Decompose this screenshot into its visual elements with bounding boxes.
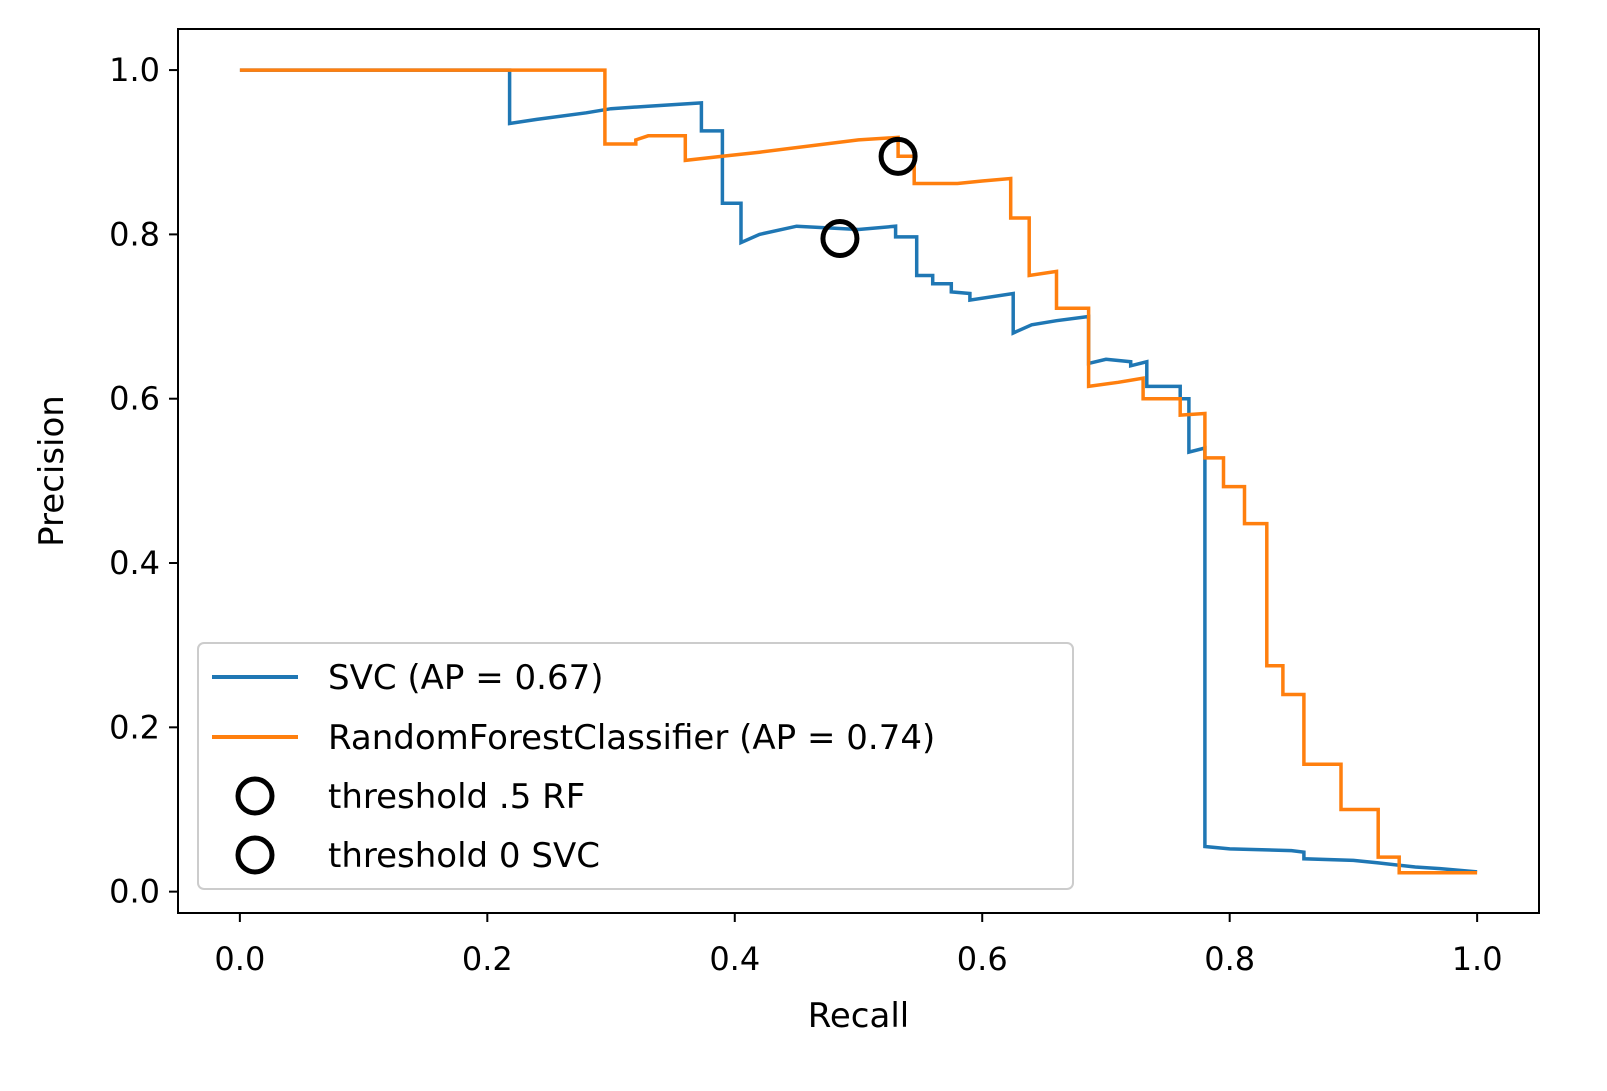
- x-tick-label: 0.0: [214, 940, 265, 978]
- threshold-marker-0: [878, 136, 918, 176]
- series-line-1: [239, 68, 1478, 875]
- legend-box: [197, 642, 1074, 890]
- x-tick-label: 0.2: [462, 940, 513, 978]
- legend-marker-label-0: threshold .5 RF: [328, 777, 585, 817]
- legend-label-0: SVC (AP = 0.67): [328, 658, 604, 698]
- x-axis-ticks: 0.0 0.2 0.4 0.6 0.8 1.0: [214, 913, 1503, 978]
- legend-marker-0: [235, 776, 275, 816]
- legend: SVC (AP = 0.67) RandomForestClassifier (A…: [197, 642, 1074, 890]
- y-tick-label: 1.0: [109, 51, 160, 89]
- legend-marker-label-1: threshold 0 SVC: [328, 836, 600, 876]
- y-axis-label: Precision: [32, 395, 72, 547]
- threshold-marker-1: [820, 218, 860, 258]
- marker-layer: [820, 136, 918, 258]
- series-layer: [239, 68, 1478, 875]
- y-tick-label: 0.2: [109, 708, 160, 746]
- axes-frame: [177, 28, 1540, 914]
- x-tick-label: 0.6: [957, 940, 1008, 978]
- x-tick-label: 0.8: [1204, 940, 1255, 978]
- y-tick-label: 0.6: [109, 380, 160, 418]
- legend-label-1: RandomForestClassifier (AP = 0.74): [328, 718, 935, 758]
- y-tick-label: 0.8: [109, 215, 160, 253]
- y-tick-label: 0.0: [109, 873, 160, 911]
- series-line-0: [239, 68, 1478, 874]
- x-tick-label: 1.0: [1452, 940, 1503, 978]
- x-tick-label: 0.4: [709, 940, 760, 978]
- y-tick-label: 0.4: [109, 544, 160, 582]
- x-axis-label: Recall: [808, 996, 909, 1036]
- y-axis-ticks: 0.0 0.2 0.4 0.6 0.8 1.0: [109, 51, 178, 911]
- legend-marker-1: [235, 835, 275, 875]
